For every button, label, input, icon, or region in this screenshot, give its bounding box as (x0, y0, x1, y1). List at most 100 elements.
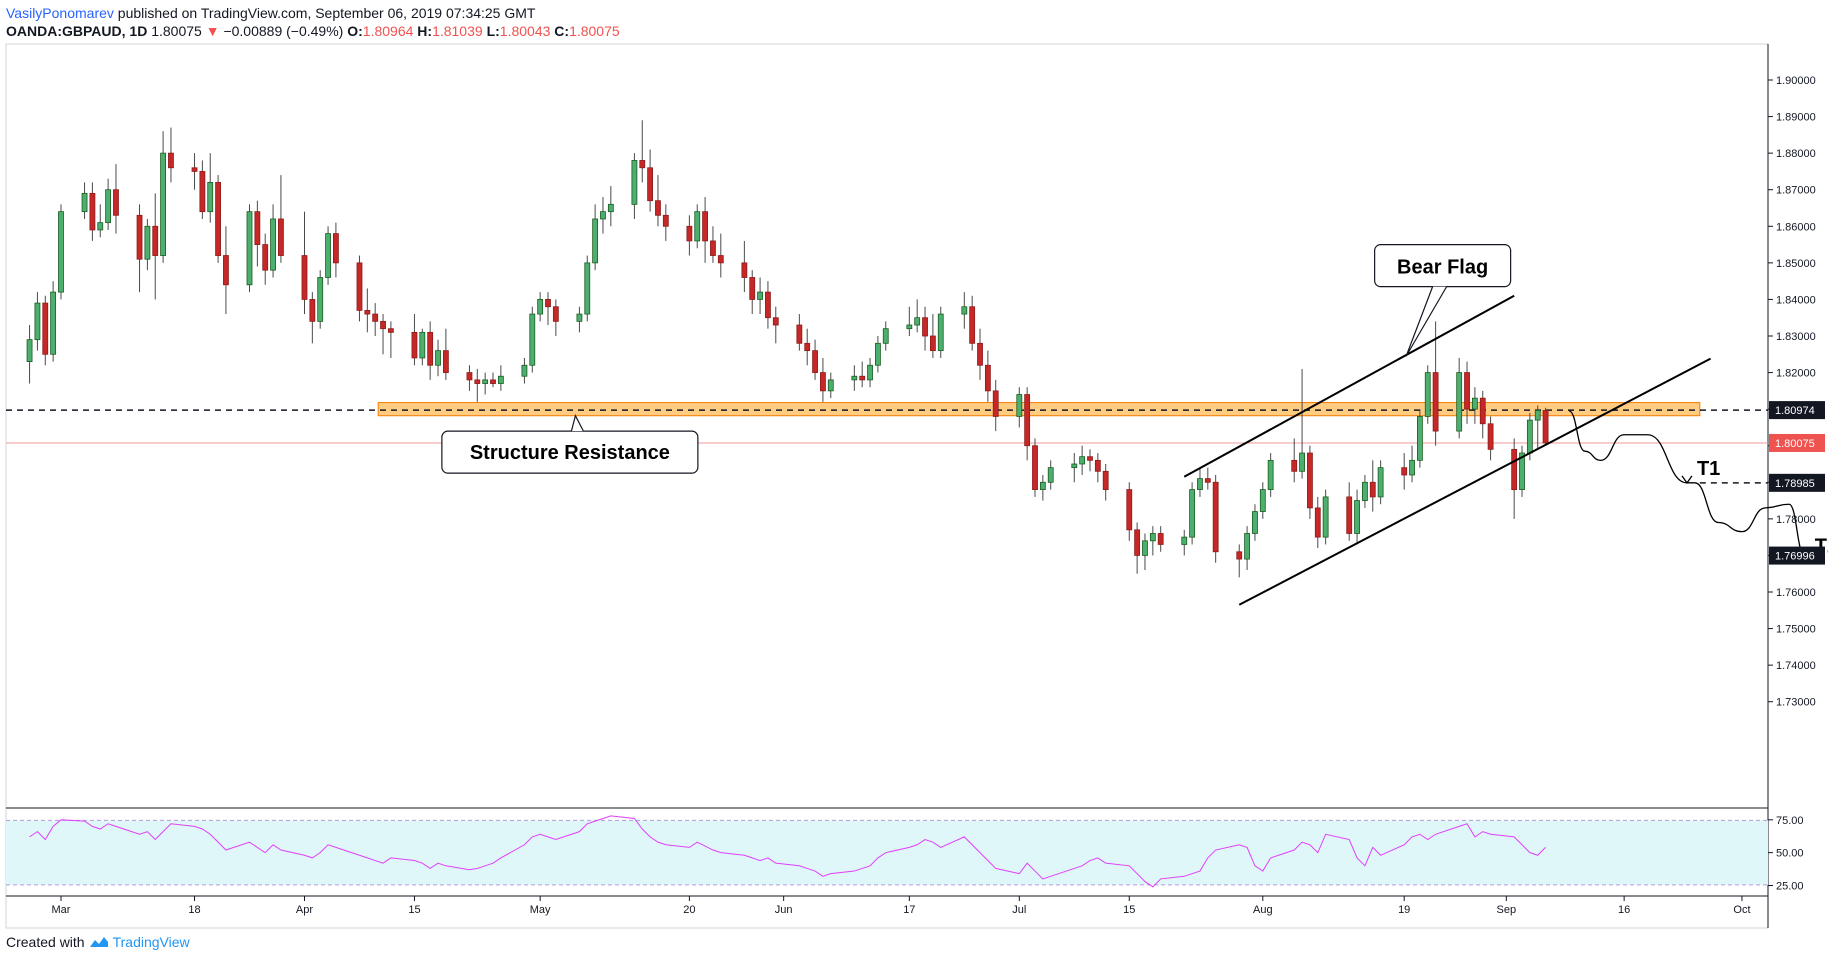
candle-body (223, 255, 229, 286)
candle-body (710, 240, 716, 256)
rsi-tick-label: 75.00 (1776, 815, 1804, 827)
x-tick-label: 18 (188, 904, 200, 916)
y-tick-label: 1.73000 (1776, 697, 1816, 709)
candle (356, 255, 363, 322)
candle (772, 306, 779, 344)
candle-body (702, 211, 708, 242)
x-tick-label: 17 (903, 904, 915, 916)
candle-body (922, 317, 928, 337)
candle-body (1149, 533, 1156, 542)
open-label: O: (347, 23, 363, 39)
candle (655, 175, 661, 227)
candle-body (152, 225, 159, 256)
candle-body (1212, 481, 1219, 553)
candle (717, 233, 724, 278)
candle-body (1102, 470, 1109, 491)
candle-body (42, 302, 49, 355)
y-tick-label: 1.76000 (1776, 587, 1816, 599)
y-tick-label: 1.89000 (1776, 112, 1816, 124)
candle (191, 153, 198, 190)
y-tick-label: 1.86000 (1776, 221, 1816, 233)
candle-body (317, 277, 324, 322)
candle-body (419, 331, 426, 359)
candle-body (867, 364, 873, 381)
candle (1102, 464, 1109, 501)
candle-body (474, 379, 481, 384)
price-label-text: 1.80075 (1775, 438, 1815, 450)
candle-body (1401, 467, 1408, 476)
candle (380, 314, 386, 355)
candle-body (207, 181, 214, 213)
candle-body (1369, 481, 1376, 498)
candle-body (694, 211, 701, 242)
candle-body (1126, 489, 1133, 531)
candle (631, 153, 638, 219)
high-value: 1.81039 (432, 23, 483, 39)
candle-body (372, 313, 379, 322)
candle (81, 182, 88, 219)
candle (545, 292, 551, 326)
candle (969, 295, 976, 351)
candle (1314, 496, 1321, 549)
candle (1291, 438, 1298, 483)
candle (466, 365, 473, 391)
x-tick-label: 15 (408, 904, 420, 916)
candle (859, 361, 866, 388)
high-label: H: (417, 23, 433, 39)
candle (419, 328, 426, 366)
candle-body (278, 218, 284, 256)
candle-body (961, 306, 968, 315)
candle (1534, 405, 1541, 450)
candle-body (741, 262, 748, 278)
close-value: 1.80075 (569, 23, 620, 39)
candle-body (1259, 489, 1266, 512)
candle (914, 299, 921, 333)
price-label-text: 1.80974 (1775, 405, 1815, 417)
candle-body (592, 218, 599, 264)
candle (1432, 321, 1439, 446)
candle (1267, 453, 1274, 497)
candle-body (1079, 456, 1086, 465)
price-label-box (1769, 473, 1825, 492)
tradingview-brand-link[interactable]: TradingView (112, 934, 190, 950)
candle (820, 357, 826, 402)
candle (961, 292, 968, 329)
candle (882, 321, 889, 351)
y-tick-label: 1.90000 (1776, 75, 1816, 87)
channel-upper-line (1183, 294, 1515, 478)
candle-body (1267, 459, 1274, 491)
candle (1079, 445, 1086, 475)
candle (1464, 361, 1470, 424)
candle-body (1519, 452, 1525, 490)
low-value: 1.80043 (499, 23, 551, 39)
candle-body (1189, 489, 1196, 538)
candle (537, 292, 544, 322)
candle (254, 200, 261, 267)
candle (333, 222, 339, 278)
candle-body (246, 211, 253, 286)
candle-body (1047, 467, 1054, 483)
candle-body (576, 313, 583, 322)
x-tick-label: Aug (1253, 904, 1273, 916)
candle-body (1197, 478, 1203, 490)
low-label: L: (486, 23, 500, 39)
candle-body (1409, 459, 1415, 476)
candle-body (1511, 448, 1518, 491)
candle (144, 218, 151, 271)
candle (1024, 387, 1031, 461)
candle (757, 277, 763, 315)
published-text: published on TradingView.com, September … (117, 5, 536, 21)
author-link[interactable]: VasilyPonomarev (6, 5, 114, 21)
candle (497, 365, 504, 391)
x-tick-label: 15 (1123, 904, 1135, 916)
candle (1259, 482, 1266, 519)
candle (442, 328, 449, 380)
close-label: C: (554, 23, 570, 39)
candle-body (1094, 459, 1101, 472)
candle-body (1542, 410, 1549, 444)
candle-body (1204, 478, 1211, 483)
candle (584, 255, 591, 322)
candle (1244, 526, 1250, 571)
candle-body (600, 211, 606, 220)
